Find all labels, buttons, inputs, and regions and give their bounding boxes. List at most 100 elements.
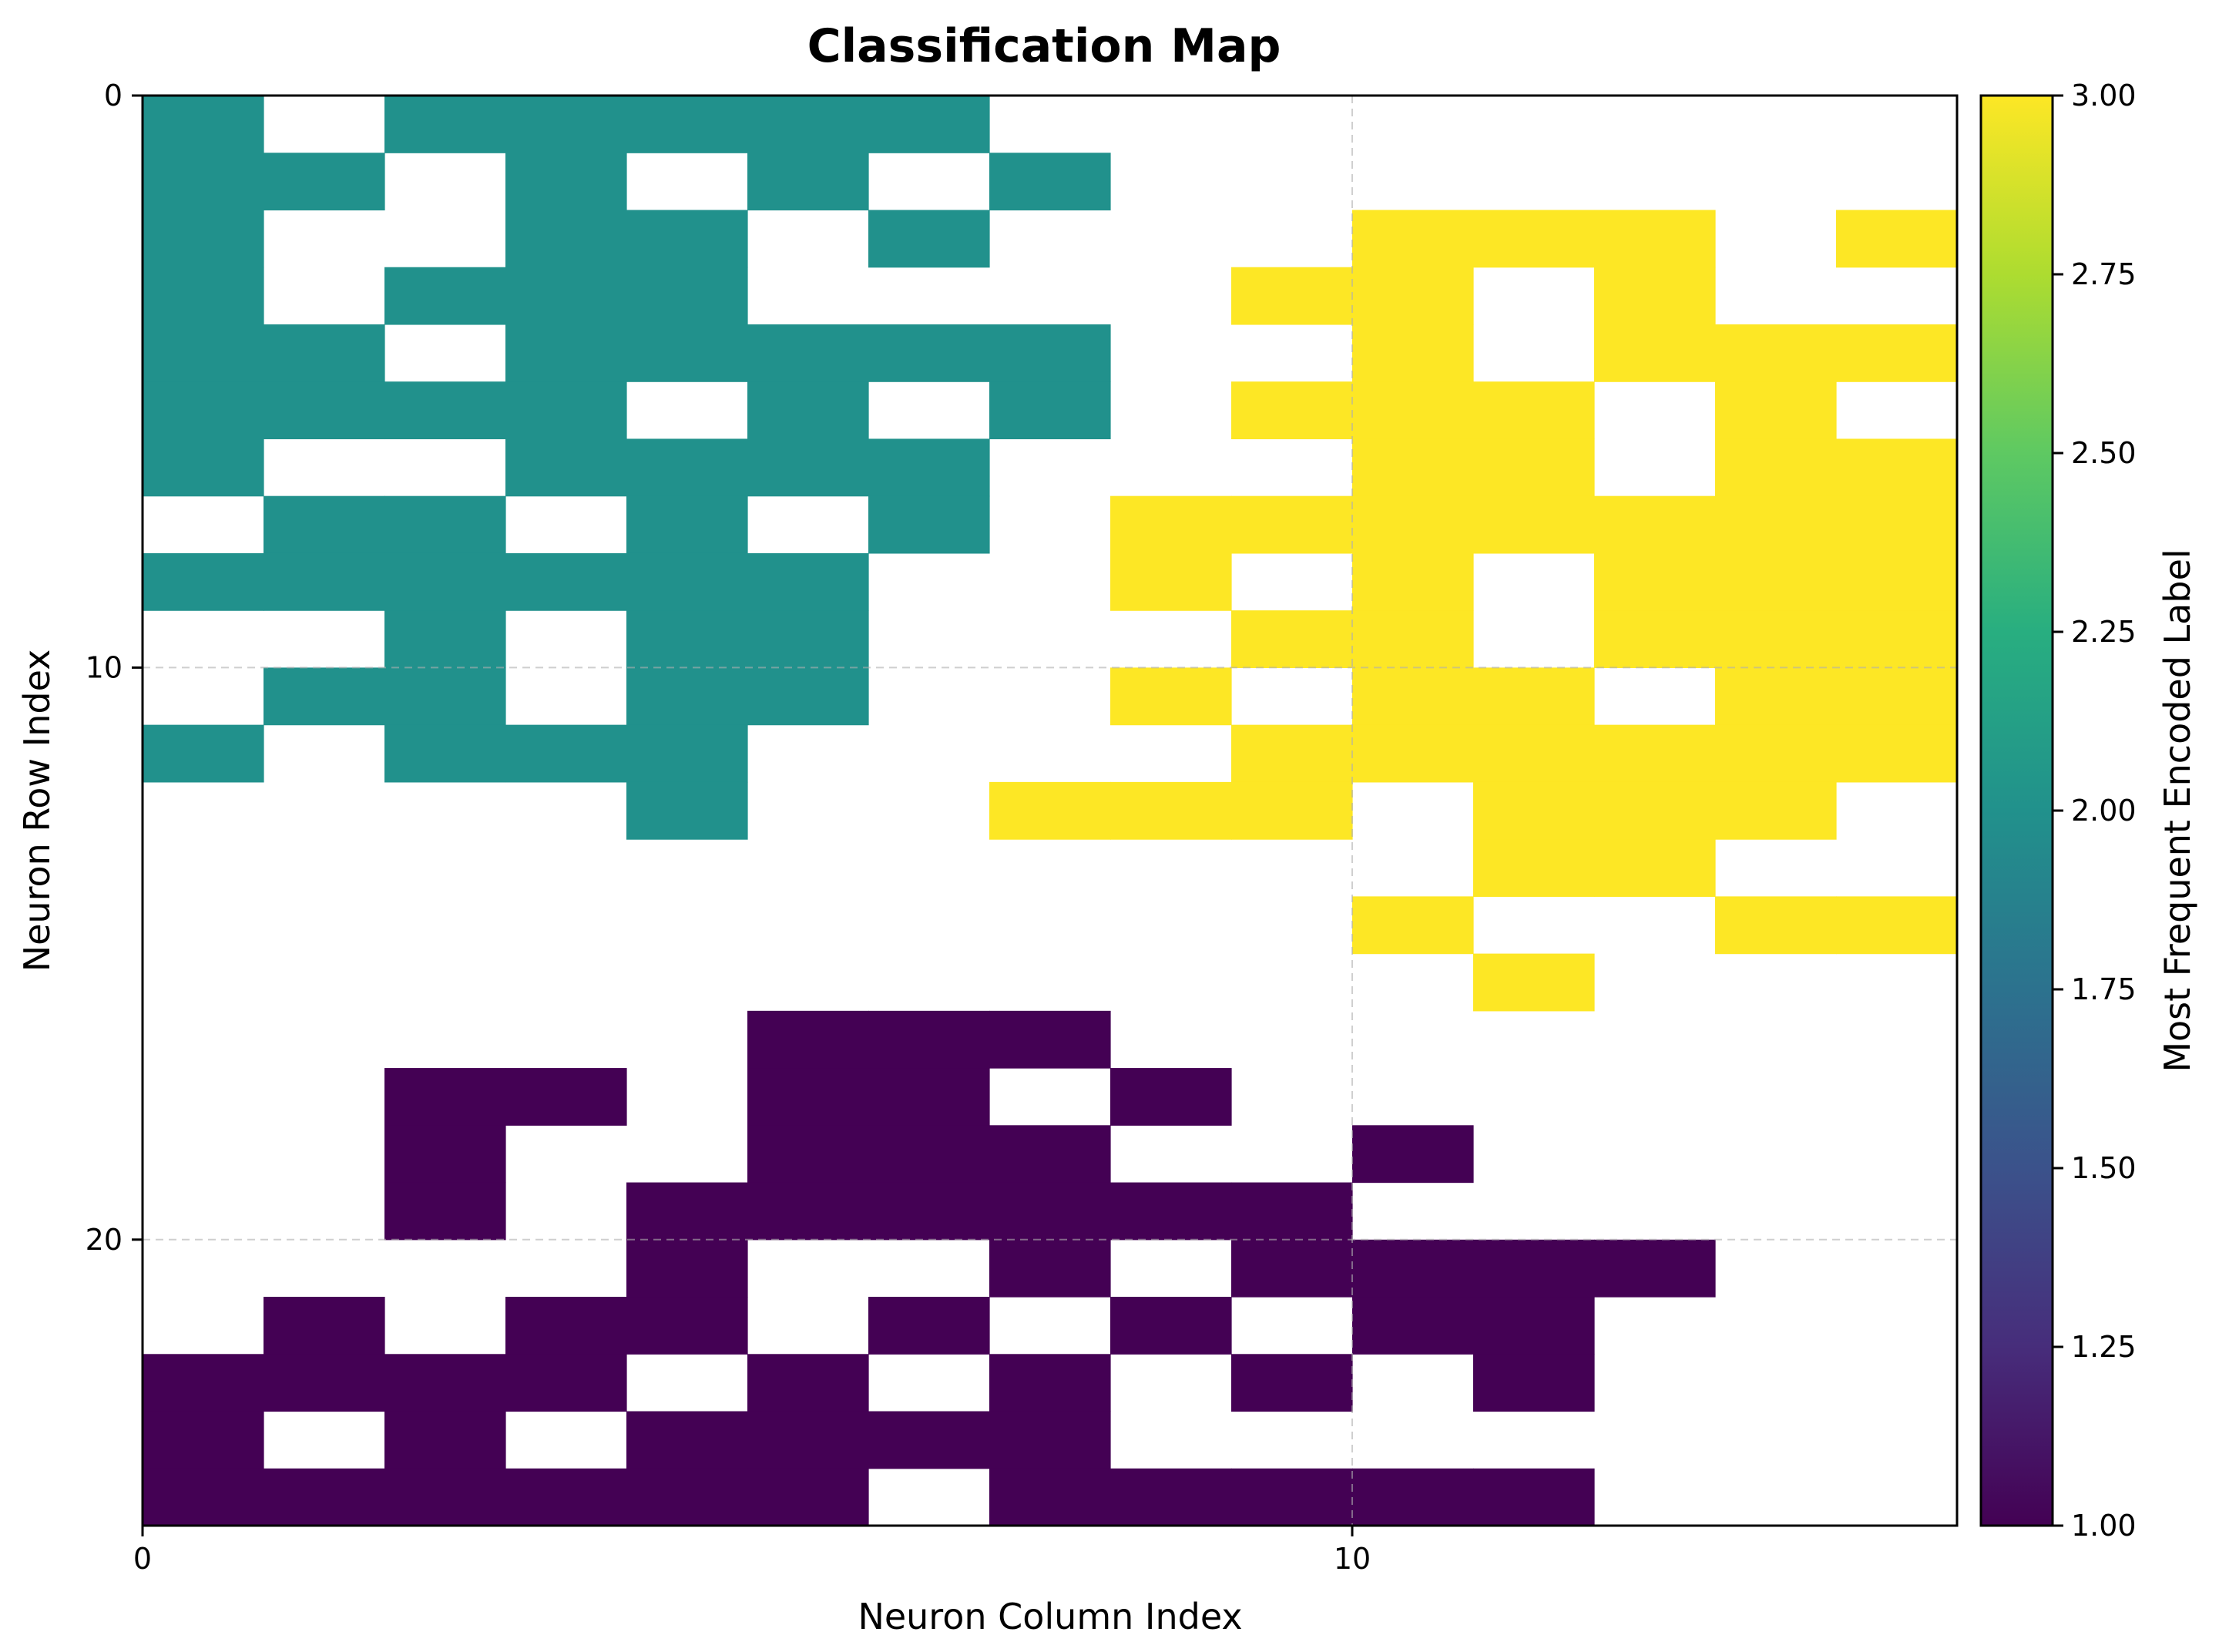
heatmap-cell	[1715, 781, 1837, 840]
heatmap-cell	[747, 610, 869, 668]
heatmap-cell	[1473, 839, 1595, 897]
heatmap-cell	[626, 324, 748, 382]
heatmap-cell	[1352, 267, 1474, 325]
heatmap-cell	[384, 1125, 506, 1184]
heatmap-cell	[1110, 1068, 1232, 1126]
heatmap-cell	[1473, 210, 1595, 268]
x-axis-label: Neuron Column Index	[858, 1596, 1242, 1637]
heatmap-cell	[264, 495, 385, 554]
heatmap-cell	[505, 724, 627, 783]
heatmap-cell	[143, 153, 264, 211]
heatmap-cell	[1594, 552, 1716, 611]
colorbar-tick-label: 2.75	[2071, 257, 2137, 291]
heatmap-cell	[264, 153, 385, 211]
heatmap-cell	[1473, 781, 1595, 840]
heatmap-cell	[1352, 1297, 1474, 1355]
heatmap-cell	[989, 1010, 1111, 1069]
heatmap-cell	[1110, 1182, 1232, 1241]
heatmap-cell	[264, 1297, 385, 1355]
heatmap-cell	[1715, 552, 1837, 611]
heatmap-cell	[626, 1411, 748, 1469]
colorbar-tick-label: 1.75	[2071, 972, 2137, 1006]
heatmap-cell	[989, 1411, 1111, 1469]
heatmap-cell	[747, 96, 869, 153]
heatmap-cell	[989, 1468, 1111, 1526]
heatmap-cell	[747, 667, 869, 726]
heatmap-cell	[384, 267, 506, 325]
heatmap-cell	[1715, 495, 1837, 554]
heatmap-cell	[626, 552, 748, 611]
heatmap-cell	[505, 381, 627, 440]
y-tick-label: 20	[86, 1223, 123, 1257]
heatmap-cell	[264, 324, 385, 382]
heatmap-cell	[384, 1182, 506, 1241]
heatmap-cell	[1231, 267, 1353, 325]
heatmap-cell	[1594, 724, 1716, 783]
heatmap-cell	[1352, 324, 1474, 382]
heatmap-cell	[1715, 610, 1837, 668]
x-tick-label: 0	[133, 1542, 152, 1576]
heatmap-cell	[868, 438, 990, 497]
heatmap-cell	[505, 1297, 627, 1355]
heatmap-cell	[1836, 324, 1958, 382]
heatmap-cell	[1836, 610, 1958, 668]
heatmap-cell	[1231, 781, 1353, 840]
heatmap-cell	[1836, 896, 1958, 955]
heatmap-cell	[1473, 667, 1595, 726]
heatmap-cell	[1836, 495, 1958, 554]
heatmap-cell	[1352, 1239, 1474, 1298]
heatmap-cell	[143, 210, 264, 268]
x-tick-label: 10	[1334, 1542, 1371, 1576]
heatmap-cell	[747, 1125, 869, 1184]
heatmap-cell	[143, 1411, 264, 1469]
colorbar-tick-label: 3.00	[2071, 79, 2137, 112]
heatmap-cell	[143, 96, 264, 153]
heatmap-cell	[264, 381, 385, 440]
heatmap-cell	[1110, 1468, 1232, 1526]
colorbar-label: Most Frequent Encoded Label	[2157, 549, 2198, 1072]
heatmap-cell	[505, 1468, 627, 1526]
heatmap-cell	[1352, 610, 1474, 668]
heatmap-cell	[143, 724, 264, 783]
heatmap-cell	[868, 210, 990, 268]
heatmap-cell	[384, 1068, 506, 1126]
heatmap-cell	[143, 324, 264, 382]
plot-frame	[141, 94, 1959, 1527]
heatmap-cell	[1231, 724, 1353, 783]
heatmap-cell	[1352, 724, 1474, 783]
heatmap-cell	[747, 1010, 869, 1069]
y-tick-label: 0	[104, 79, 123, 112]
heatmap-cell	[1594, 210, 1716, 268]
heatmap-cell	[989, 1354, 1111, 1412]
heatmap-cell	[626, 781, 748, 840]
heatmap-cell	[989, 1182, 1111, 1241]
y-axis-label: Neuron Row Index	[16, 650, 58, 972]
heatmap-cell	[384, 552, 506, 611]
heatmap-cell	[626, 667, 748, 726]
heatmap-cell	[1231, 381, 1353, 440]
heatmap-cell	[1594, 839, 1716, 897]
heatmap-cell	[989, 381, 1111, 440]
heatmap-cell	[868, 1411, 990, 1469]
heatmap-cell	[747, 324, 869, 382]
colorbar-tick-label: 1.00	[2071, 1509, 2137, 1543]
heatmap-cell	[1473, 1297, 1595, 1355]
heatmap-cell	[1110, 1297, 1232, 1355]
heatmap-cells	[143, 96, 1958, 1526]
heatmap-cell	[626, 1297, 748, 1355]
colorbar-tick-label: 2.25	[2071, 615, 2137, 649]
heatmap-cell	[1836, 552, 1958, 611]
colorbar-tick-label: 2.50	[2071, 436, 2137, 470]
heatmap-cell	[143, 552, 264, 611]
heatmap-cell	[747, 1182, 869, 1241]
heatmap-cell	[143, 267, 264, 325]
colorbar	[1979, 94, 2054, 1527]
heatmap-cell	[1352, 381, 1474, 440]
heatmap-cell	[747, 153, 869, 211]
heatmap-cell	[143, 1354, 264, 1412]
heatmap-cell	[505, 96, 627, 153]
heatmap-cell	[1352, 495, 1474, 554]
heatmap-cell	[1110, 667, 1232, 726]
heatmap-cell	[868, 1297, 990, 1355]
